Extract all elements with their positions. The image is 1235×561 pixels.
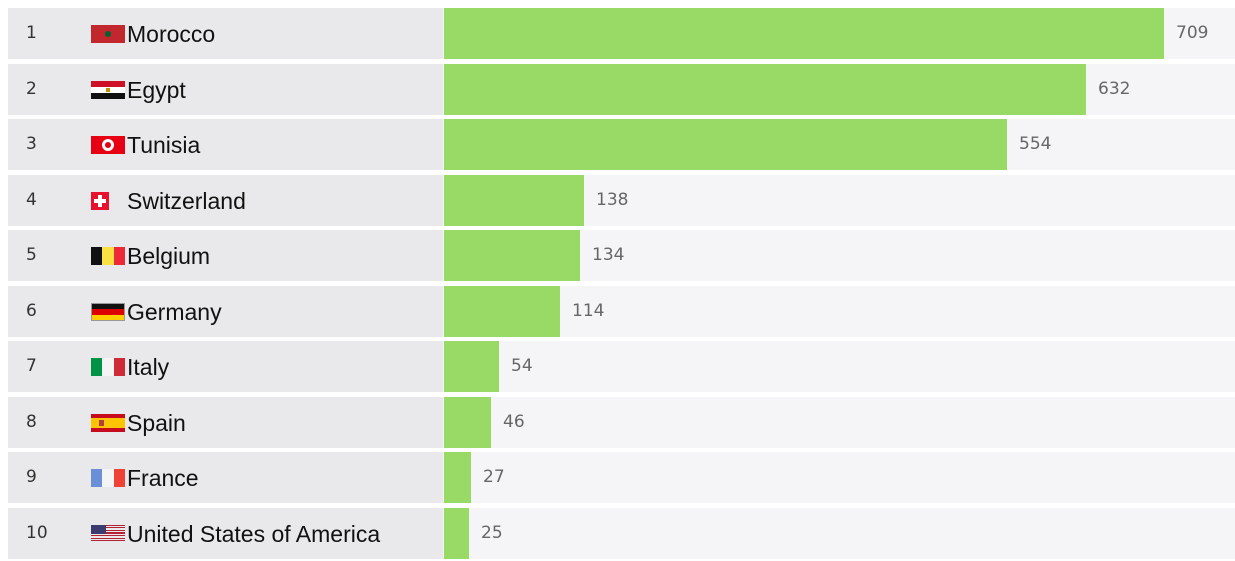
rank-label: 3 <box>26 134 37 154</box>
label-cell <box>8 63 443 115</box>
label-cell <box>8 396 443 448</box>
bar <box>444 452 471 503</box>
category-label: Belgium <box>127 243 211 269</box>
category-label: Germany <box>127 298 222 325</box>
plot-cell <box>443 341 1235 392</box>
rank-label: 7 <box>26 356 37 376</box>
bar <box>444 396 491 448</box>
bar <box>444 285 560 337</box>
rank-label: 2 <box>26 78 37 99</box>
plot-cell <box>443 396 1235 448</box>
france-flag-icon <box>91 469 125 487</box>
rank-label: 9 <box>26 467 37 487</box>
spain-flag-icon <box>91 413 125 432</box>
value-label: 46 <box>503 411 525 432</box>
rank-label: 5 <box>26 245 37 265</box>
rank-label: 6 <box>26 300 37 321</box>
chart-row: 6 Germany 114 <box>8 285 1235 337</box>
chart-row: 10 United States of America 25 <box>8 507 1235 559</box>
chart-row: 7 Italy 54 <box>8 341 1235 392</box>
bar <box>444 63 1086 115</box>
rank-label: 4 <box>26 189 37 210</box>
value-label: 54 <box>511 356 533 376</box>
chart-row: 8 Spain 46 <box>8 396 1235 448</box>
rank-label: 10 <box>26 522 48 543</box>
category-label: Tunisia <box>127 132 201 158</box>
rank-label: 1 <box>26 23 37 43</box>
label-cell <box>8 230 443 281</box>
chart-row: 9 France 27 <box>8 452 1235 503</box>
label-cell <box>8 341 443 392</box>
category-label: Switzerland <box>127 187 246 214</box>
value-label: 709 <box>1176 23 1209 43</box>
germany-flag-icon <box>91 302 125 321</box>
bar <box>444 507 469 559</box>
category-label: Italy <box>127 354 170 380</box>
label-cell <box>8 507 443 559</box>
bar <box>444 230 580 281</box>
plot-cell <box>443 285 1235 337</box>
value-label: 554 <box>1019 134 1052 154</box>
usa-flag-icon <box>91 524 125 543</box>
plot-cell <box>443 507 1235 559</box>
label-cell <box>8 8 443 59</box>
chart-row: 2 Egypt 632 <box>8 63 1235 115</box>
value-label: 134 <box>592 245 625 265</box>
bar <box>444 174 584 226</box>
tunisia-flag-icon <box>91 136 125 154</box>
value-label: 114 <box>572 300 605 321</box>
ranked-bar-chart: 1 Morocco 709 2 Egypt 632 3 Tunisia 554 4 Switzerl… <box>8 8 1235 559</box>
category-label: Morocco <box>127 21 216 47</box>
label-cell <box>8 174 443 226</box>
category-label: Spain <box>127 409 186 436</box>
chart-row: 1 Morocco 709 <box>8 8 1235 59</box>
label-cell <box>8 119 443 170</box>
label-cell <box>8 452 443 503</box>
morocco-flag-icon <box>91 25 125 43</box>
belgium-flag-icon <box>91 247 125 265</box>
category-label: France <box>127 465 199 491</box>
chart-row: 3 Tunisia 554 <box>8 119 1235 170</box>
chart-row: 5 Belgium 134 <box>8 230 1235 281</box>
rank-label: 8 <box>26 411 37 432</box>
label-cell <box>8 285 443 337</box>
category-label: Egypt <box>127 76 186 103</box>
value-label: 632 <box>1098 78 1131 99</box>
bar <box>444 119 1007 170</box>
value-label: 25 <box>481 522 503 543</box>
bar <box>444 8 1164 59</box>
switzerland-flag-icon <box>91 191 125 210</box>
egypt-flag-icon <box>91 80 125 99</box>
category-label: United States of America <box>127 520 381 547</box>
bar <box>444 341 499 392</box>
value-label: 138 <box>596 189 629 210</box>
plot-cell <box>443 452 1235 503</box>
chart-row: 4 Switzerland 138 <box>8 174 1235 226</box>
value-label: 27 <box>483 467 505 487</box>
italy-flag-icon <box>91 358 125 376</box>
